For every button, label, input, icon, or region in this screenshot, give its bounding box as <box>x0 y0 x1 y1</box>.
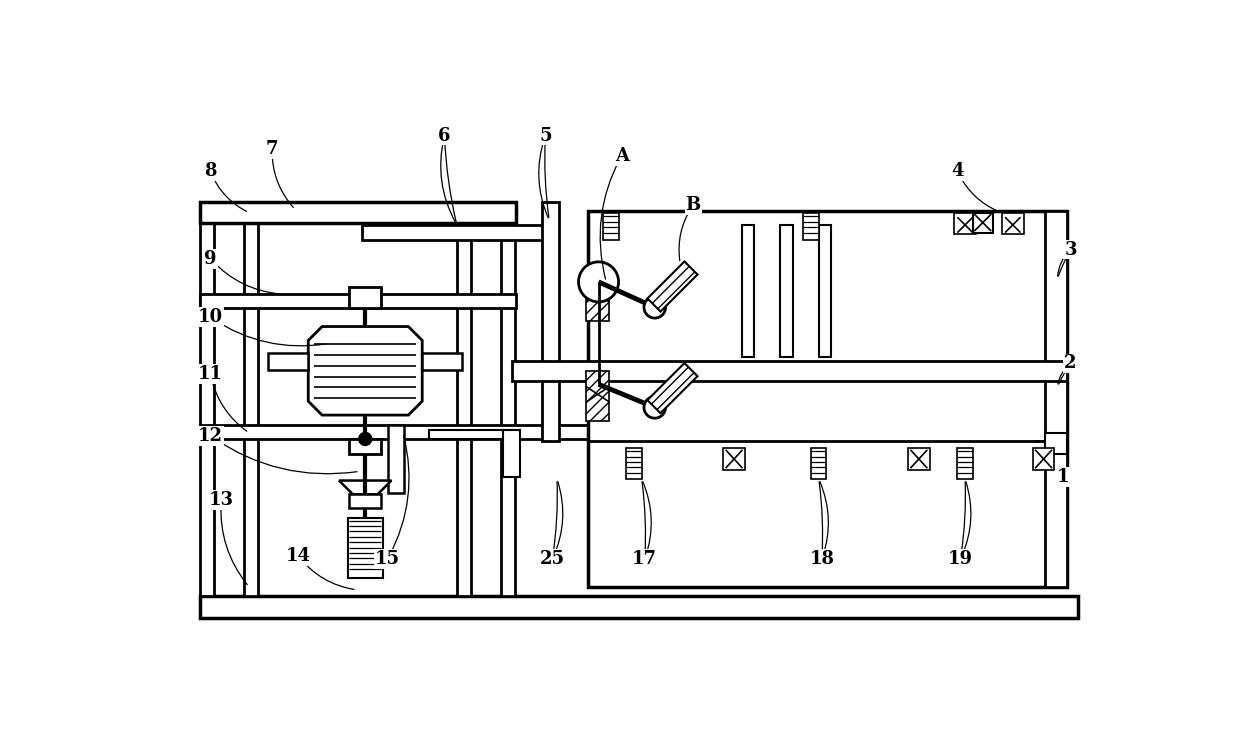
Text: 2: 2 <box>1064 354 1076 373</box>
Polygon shape <box>309 326 422 415</box>
Text: 9: 9 <box>205 250 217 268</box>
Text: 6: 6 <box>438 127 451 145</box>
Bar <box>587 371 609 421</box>
Bar <box>422 354 463 370</box>
FancyArrowPatch shape <box>642 482 646 556</box>
FancyArrowPatch shape <box>213 438 357 474</box>
Bar <box>1045 211 1066 587</box>
FancyArrowPatch shape <box>1058 365 1069 384</box>
FancyArrowPatch shape <box>221 503 247 585</box>
Bar <box>542 202 558 441</box>
FancyArrowPatch shape <box>213 319 326 346</box>
FancyArrowPatch shape <box>959 173 998 212</box>
FancyArrowPatch shape <box>820 482 828 556</box>
Bar <box>723 448 745 470</box>
Bar <box>201 596 1079 618</box>
Text: 25: 25 <box>539 550 565 568</box>
Bar <box>388 425 404 493</box>
Text: B: B <box>686 196 701 214</box>
Text: 8: 8 <box>205 162 217 180</box>
FancyArrowPatch shape <box>1059 468 1061 474</box>
FancyArrowPatch shape <box>211 377 247 431</box>
Circle shape <box>644 296 666 318</box>
Text: 19: 19 <box>947 550 973 568</box>
Text: 18: 18 <box>810 550 835 568</box>
Text: 17: 17 <box>632 550 657 568</box>
Bar <box>811 448 826 479</box>
FancyArrowPatch shape <box>389 436 409 556</box>
Bar <box>512 361 1066 381</box>
Bar <box>603 212 619 239</box>
Bar <box>588 211 1066 587</box>
Text: 12: 12 <box>198 427 223 445</box>
Bar <box>957 448 972 479</box>
FancyArrowPatch shape <box>642 482 651 556</box>
Text: 13: 13 <box>208 490 233 509</box>
Bar <box>1002 212 1023 234</box>
FancyArrowPatch shape <box>272 152 294 207</box>
Bar <box>350 439 382 455</box>
Bar <box>908 448 930 470</box>
Bar <box>1033 448 1054 470</box>
Bar <box>742 225 754 357</box>
Bar <box>201 202 215 596</box>
FancyArrowPatch shape <box>961 482 971 556</box>
Bar <box>350 286 382 308</box>
FancyArrowPatch shape <box>600 158 620 279</box>
Bar <box>347 518 383 578</box>
Text: 1: 1 <box>1056 468 1069 486</box>
Circle shape <box>644 397 666 418</box>
Bar <box>626 448 641 479</box>
Text: 5: 5 <box>539 127 552 145</box>
FancyArrowPatch shape <box>544 138 549 217</box>
FancyArrowPatch shape <box>820 482 822 556</box>
Bar <box>201 202 516 223</box>
FancyArrowPatch shape <box>961 482 966 556</box>
FancyArrowPatch shape <box>1059 252 1069 276</box>
Text: 10: 10 <box>198 308 223 326</box>
FancyArrowPatch shape <box>553 482 563 556</box>
Bar <box>244 202 258 596</box>
Text: A: A <box>615 146 629 165</box>
FancyArrowPatch shape <box>1059 467 1063 474</box>
Text: 11: 11 <box>198 365 223 384</box>
FancyArrowPatch shape <box>445 138 456 223</box>
FancyArrowPatch shape <box>680 207 692 261</box>
Circle shape <box>579 262 619 302</box>
FancyArrowPatch shape <box>212 173 247 212</box>
Bar <box>818 225 831 357</box>
FancyArrowPatch shape <box>538 138 548 217</box>
Bar <box>587 271 609 321</box>
Bar <box>804 212 818 239</box>
Bar <box>503 430 520 477</box>
FancyArrowPatch shape <box>212 261 280 294</box>
Bar <box>456 202 471 596</box>
Bar <box>955 212 976 234</box>
Text: 7: 7 <box>265 141 278 158</box>
Polygon shape <box>647 261 698 312</box>
Polygon shape <box>647 363 698 413</box>
Text: 15: 15 <box>374 550 401 568</box>
FancyArrowPatch shape <box>1059 366 1069 384</box>
Bar <box>201 294 516 308</box>
Bar <box>429 430 513 439</box>
Bar <box>201 425 589 439</box>
FancyArrowPatch shape <box>553 482 557 556</box>
Bar <box>362 225 551 240</box>
Bar <box>780 225 792 357</box>
Circle shape <box>360 433 372 445</box>
FancyArrowPatch shape <box>300 559 353 589</box>
Polygon shape <box>339 480 392 494</box>
Text: 3: 3 <box>1064 241 1076 258</box>
Bar <box>350 494 382 508</box>
Bar <box>972 212 993 233</box>
Bar <box>501 202 515 596</box>
FancyArrowPatch shape <box>1058 252 1069 276</box>
Bar <box>1045 433 1066 455</box>
FancyArrowPatch shape <box>440 138 455 223</box>
Text: 4: 4 <box>951 162 963 180</box>
Bar <box>268 354 309 370</box>
Text: 14: 14 <box>285 547 311 565</box>
